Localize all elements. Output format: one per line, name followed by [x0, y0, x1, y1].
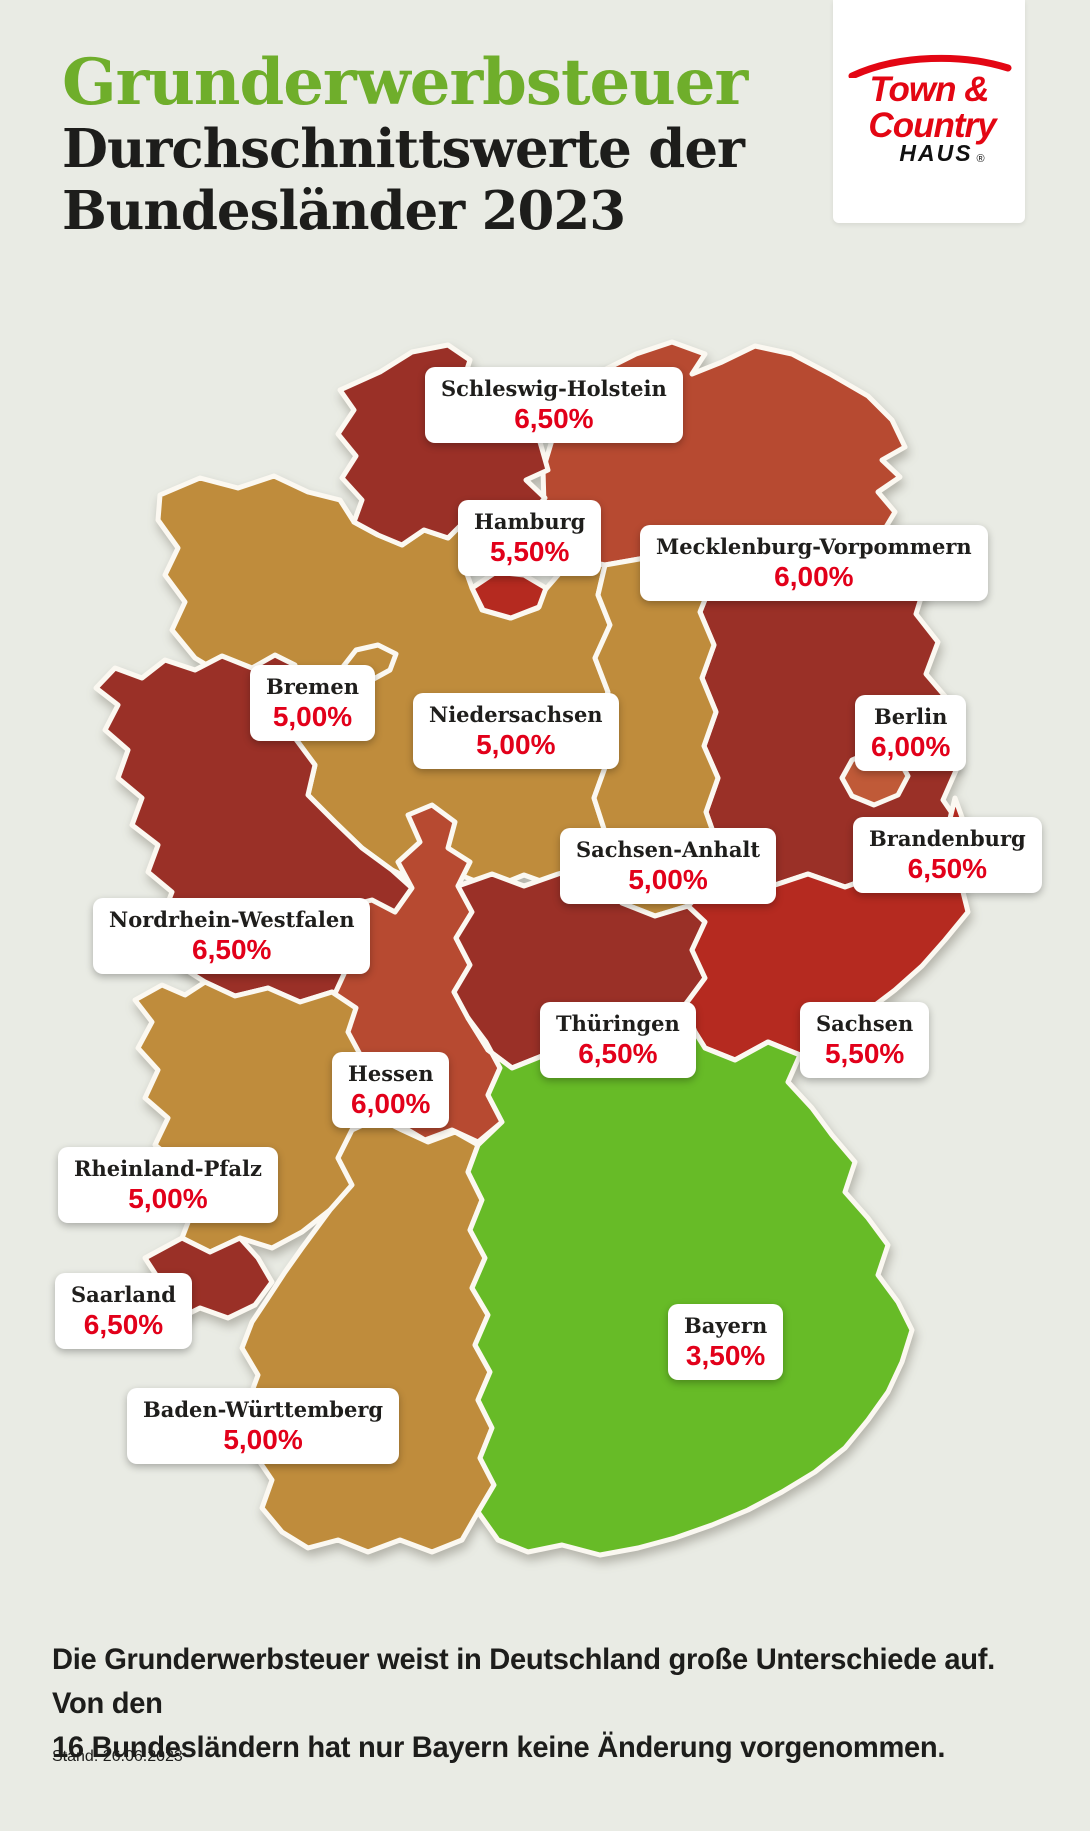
- label-rheinland-pfalz: Rheinland-Pfalz 5,00%: [58, 1147, 278, 1223]
- logo-swoosh-icon: [848, 54, 1012, 78]
- state-name: Mecklenburg-Vorpommern: [656, 534, 972, 559]
- stand-date: Stand: 26.06.2023: [52, 1748, 183, 1765]
- state-value: 6,50%: [192, 934, 272, 965]
- state-value: 6,50%: [578, 1038, 658, 1069]
- state-name: Saarland: [71, 1282, 176, 1307]
- state-name: Bayern: [684, 1313, 768, 1338]
- state-name: Nordrhein-Westfalen: [109, 907, 355, 932]
- state-name: Berlin: [874, 704, 948, 729]
- label-brandenburg: Brandenburg 6,50%: [853, 817, 1042, 893]
- label-sachsen-anhalt: Sachsen-Anhalt 5,00%: [560, 828, 777, 904]
- label-sachsen: Sachsen 5,50%: [800, 1002, 930, 1078]
- registered-mark: ®: [976, 153, 985, 165]
- label-bremen: Bremen 5,00%: [250, 665, 376, 741]
- page-title: Grunderwerbsteuer: [62, 45, 748, 120]
- state-value: 6,00%: [871, 731, 951, 762]
- label-hamburg: Hamburg 5,50%: [458, 500, 602, 576]
- page-subtitle-line1: Durchschnittswerte der: [62, 118, 745, 180]
- state-name: Sachsen: [816, 1011, 914, 1036]
- label-nordrhein-westfalen: Nordrhein-Westfalen 6,50%: [93, 898, 371, 974]
- state-name: Baden-Württemberg: [143, 1397, 384, 1422]
- footer-line1: Die Grunderwerbsteuer weist in Deutschla…: [52, 1643, 995, 1720]
- town-country-logo: Town & Country HAUS ®: [833, 0, 1025, 223]
- label-mecklenburg-vorpommern: Mecklenburg-Vorpommern 6,00%: [640, 525, 988, 601]
- state-name: Hamburg: [474, 509, 586, 534]
- state-value: 5,00%: [272, 701, 353, 732]
- header: Grunderwerbsteuer Durchschnittswerte der…: [62, 45, 822, 243]
- state-name: Sachsen-Anhalt: [576, 837, 761, 862]
- label-thueringen: Thüringen 6,50%: [540, 1002, 696, 1078]
- state-value: 6,50%: [83, 1309, 164, 1340]
- state-name: Bremen: [266, 674, 360, 699]
- logo-text-town: Town &: [869, 70, 989, 109]
- label-bayern: Bayern 3,50%: [668, 1304, 784, 1380]
- state-value: 5,50%: [824, 1038, 905, 1069]
- state-value: 5,00%: [476, 729, 556, 760]
- label-saarland: Saarland 6,50%: [55, 1273, 192, 1349]
- state-name: Schleswig-Holstein: [441, 376, 667, 401]
- label-berlin: Berlin 6,00%: [855, 695, 967, 771]
- state-shape-hamburg: [469, 569, 549, 621]
- footer-line2: 16 Bundesländern hat nur Bayern keine Än…: [52, 1731, 946, 1764]
- state-name: Brandenburg: [869, 826, 1026, 851]
- state-value: 6,00%: [774, 561, 854, 592]
- state-value: 5,50%: [489, 536, 570, 567]
- state-name: Thüringen: [556, 1011, 680, 1036]
- state-name: Hessen: [348, 1061, 434, 1086]
- state-name: Rheinland-Pfalz: [74, 1156, 262, 1181]
- label-baden-wuerttemberg: Baden-Württemberg 5,00%: [127, 1388, 400, 1464]
- state-value: 6,00%: [351, 1088, 431, 1119]
- state-value: 5,00%: [628, 864, 708, 895]
- state-value: 5,00%: [223, 1424, 303, 1455]
- logo-text-haus: HAUS: [899, 140, 973, 166]
- label-hessen: Hessen 6,00%: [332, 1052, 450, 1128]
- footer-note: Die Grunderwerbsteuer weist in Deutschla…: [52, 1638, 1062, 1770]
- state-shape-bayern: [465, 1015, 915, 1558]
- state-value: 6,50%: [514, 403, 594, 434]
- label-niedersachsen: Niedersachsen 5,00%: [413, 693, 619, 769]
- page-subtitle-line2: Bundesländer 2023: [62, 180, 626, 242]
- state-value: 6,50%: [907, 853, 988, 884]
- state-value: 3,50%: [685, 1340, 766, 1371]
- state-value: 5,00%: [128, 1183, 208, 1214]
- logo-text-country: Country: [868, 106, 996, 145]
- state-name: Niedersachsen: [429, 702, 603, 727]
- label-schleswig-holstein: Schleswig-Holstein 6,50%: [425, 367, 683, 443]
